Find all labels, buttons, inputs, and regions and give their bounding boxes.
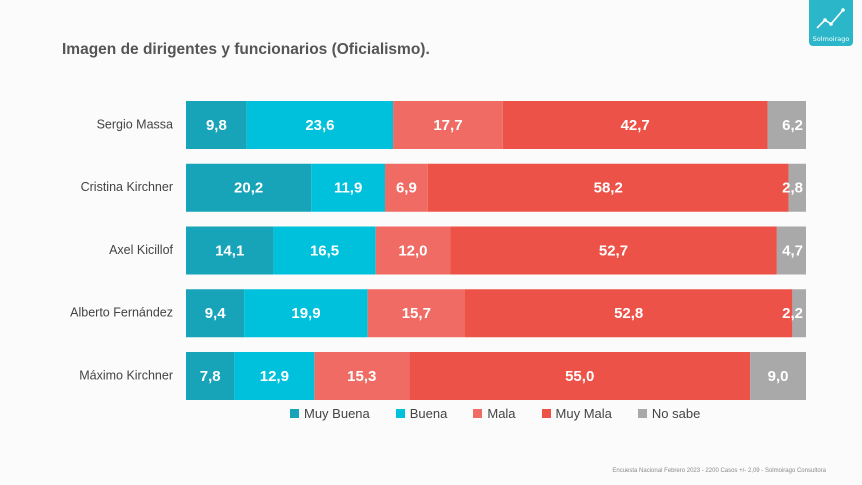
legend-item-mala: Mala xyxy=(473,406,516,421)
stacked-bar-chart: Sergio Massa 9,8 23,6 17,7 42,7 6,2 Cristina K… xyxy=(70,101,806,400)
legend-label: Buena xyxy=(409,406,448,421)
value-label-axel-kicillof-muy-mala: 52,7 xyxy=(599,242,628,259)
category-label-cristina-kirchner: Cristina Kirchner xyxy=(81,180,173,194)
bar-sergio-massa-mala xyxy=(393,101,503,149)
legend-item-no-sabe: No sabe xyxy=(637,406,701,421)
value-label-axel-kicillof-buena: 16,5 xyxy=(310,242,339,259)
legend-swatch xyxy=(290,409,299,418)
value-label-cristina-kirchner-mala: 6,9 xyxy=(396,180,417,197)
value-label-alberto-fernandez-muy-buena: 9,4 xyxy=(205,305,227,322)
bar-sergio-massa-muy-buena xyxy=(186,101,247,149)
bar-alberto-fernandez-muy-mala xyxy=(465,289,793,338)
legend-swatch xyxy=(541,409,551,418)
value-label-axel-kicillof-mala: 12,0 xyxy=(398,242,427,259)
legend-item-muy-buena: Muy Buena xyxy=(290,406,370,421)
value-label-alberto-fernandez-muy-mala: 52,8 xyxy=(614,305,643,322)
value-label-axel-kicillof-muy-buena: 14,1 xyxy=(215,242,244,259)
bar-axel-kicillof-no-sabe xyxy=(776,226,806,275)
value-label-alberto-fernandez-mala: 15,7 xyxy=(402,305,431,322)
footnote: Encuesta Nacional Febrero 2023 - 2200 Ca… xyxy=(612,468,826,474)
value-label-maximo-kirchner-no-sabe: 9,0 xyxy=(768,368,789,385)
category-label-maximo-kirchner: Máximo Kirchner xyxy=(79,368,173,382)
logo-text: Solmoirago xyxy=(812,35,850,43)
bar-axel-kicillof-muy-mala xyxy=(450,226,777,275)
bar-maximo-kirchner-no-sabe xyxy=(750,352,806,400)
value-label-axel-kicillof-no-sabe: 4,7 xyxy=(782,242,803,259)
value-label-cristina-kirchner-buena: 11,9 xyxy=(334,180,362,197)
value-label-cristina-kirchner-no-sabe: 2,8 xyxy=(782,180,803,197)
bar-alberto-fernandez-buena xyxy=(244,289,368,338)
value-label-maximo-kirchner-mala: 15,3 xyxy=(347,368,376,385)
value-label-sergio-massa-mala: 17,7 xyxy=(433,117,462,134)
value-label-sergio-massa-muy-mala: 42,7 xyxy=(621,117,650,134)
value-label-alberto-fernandez-buena: 19,9 xyxy=(291,305,320,322)
bar-sergio-massa-muy-mala xyxy=(502,101,768,149)
bar-maximo-kirchner-muy-buena xyxy=(186,352,235,400)
value-label-sergio-massa-muy-buena: 9,8 xyxy=(206,117,227,134)
bar-axel-kicillof-mala xyxy=(375,226,451,275)
bar-cristina-kirchner-no-sabe xyxy=(788,163,806,212)
bar-cristina-kirchner-mala xyxy=(385,163,428,212)
category-label-sergio-massa: Sergio Massa xyxy=(97,117,173,131)
bar-axel-kicillof-muy-buena xyxy=(186,226,274,275)
legend-item-muy-mala: Muy Mala xyxy=(541,406,612,421)
legend-label: Muy Mala xyxy=(555,406,612,421)
bar-maximo-kirchner-buena xyxy=(234,352,315,400)
bar-axel-kicillof-buena xyxy=(273,226,376,275)
bar-alberto-fernandez-muy-buena xyxy=(186,289,245,338)
trend-line-icon xyxy=(816,8,845,29)
bar-sergio-massa-buena xyxy=(246,101,394,149)
chart-title: Imagen de dirigentes y funcionarios (Ofi… xyxy=(62,41,430,58)
bar-maximo-kirchner-mala xyxy=(314,352,410,400)
bar-alberto-fernandez-no-sabe xyxy=(792,289,806,338)
legend-swatch xyxy=(637,409,647,418)
legend-label: Mala xyxy=(487,406,516,421)
legend-swatch xyxy=(473,409,483,418)
category-label-alberto-fernandez: Alberto Fernández xyxy=(70,306,173,320)
legend-label: No sabe xyxy=(651,406,701,421)
legend-item-buena: Buena xyxy=(395,406,448,421)
chart-legend: Muy Buena Buena Mala Muy Mala No sabe xyxy=(290,406,700,421)
bar-cristina-kirchner-muy-buena xyxy=(186,163,312,212)
value-label-maximo-kirchner-muy-mala: 55,0 xyxy=(565,368,594,385)
value-label-sergio-massa-buena: 23,6 xyxy=(305,117,334,134)
value-label-cristina-kirchner-muy-mala: 58,2 xyxy=(594,180,623,197)
value-label-cristina-kirchner-muy-buena: 20,2 xyxy=(234,180,263,197)
value-label-alberto-fernandez-no-sabe: 2,2 xyxy=(782,305,803,322)
value-label-maximo-kirchner-buena: 12,9 xyxy=(260,368,289,385)
legend-label: Muy Buena xyxy=(304,406,370,421)
bar-alberto-fernandez-mala xyxy=(367,289,465,338)
value-label-sergio-massa-no-sabe: 6,2 xyxy=(782,117,803,134)
bar-maximo-kirchner-muy-mala xyxy=(409,352,751,400)
bar-sergio-massa-no-sabe xyxy=(767,101,806,149)
bar-cristina-kirchner-muy-mala xyxy=(427,163,789,212)
legend-swatch xyxy=(395,409,405,418)
category-label-axel-kicillof: Axel Kicillof xyxy=(109,243,173,257)
value-label-maximo-kirchner-muy-buena: 7,8 xyxy=(200,368,221,385)
bar-cristina-kirchner-buena xyxy=(311,163,386,212)
solmoirago-logo: Solmoirago xyxy=(809,0,853,46)
